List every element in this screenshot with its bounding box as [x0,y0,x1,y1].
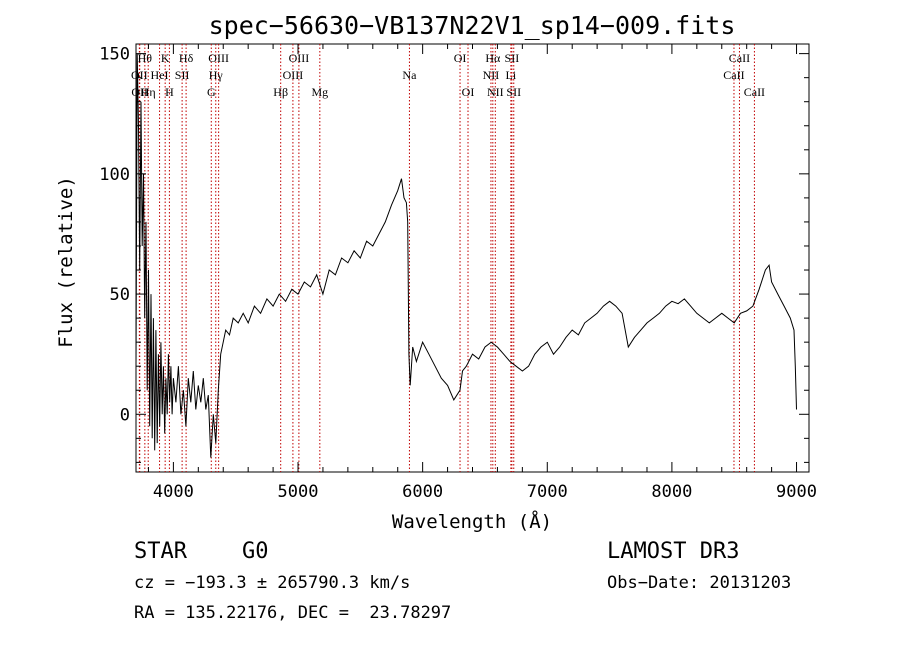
line-marker-label: OIII [208,51,229,65]
coordinates-readout: RA = 135.22176, DEC = 23.78297 [134,603,452,623]
axis-ticks: 4000 5000 6000 7000 8000 9000 0 50 100 150 [99,44,817,502]
x-tick-label: 6000 [402,482,443,502]
y-axis-label: Flux (relative) [55,176,77,348]
spectrum-series [135,53,797,458]
y-tick-label: 50 [110,285,130,305]
x-tick-label: 7000 [527,482,568,502]
line-marker-label: HeI [151,68,169,82]
line-marker-label: Mg [311,85,328,99]
line-marker-label: CaII [729,51,750,65]
x-axis-label: Wavelength (Å) [392,510,552,533]
line-marker-label: SII [505,51,520,65]
line-marker-label: OII [131,68,148,82]
x-tick-label: 4000 [153,482,194,502]
y-tick-label: 100 [99,165,130,185]
spectrum-line [135,53,797,458]
line-markers [138,44,755,472]
survey-label: LAMOST DR3 [607,539,740,564]
line-marker-label: Hδ [179,51,194,65]
line-marker-labels: OIIOIIHθHηHeIKHSIIHδGHγOIIIHβOIIIOIIIMgN… [131,51,765,99]
line-marker-label: Hα [485,51,501,65]
redshift-readout: cz = −193.3 ± 265790.3 km/s [134,573,411,593]
line-marker-label: Li [506,68,517,82]
line-marker-label: H [165,85,174,99]
line-marker-label: Hθ [138,51,153,65]
line-marker-label: OIII [289,51,310,65]
obs-date-readout: Obs−Date: 20131203 [607,573,792,593]
line-marker-label: NII [483,68,500,82]
classification-label: STAR [134,539,187,564]
line-marker-label: SII [506,85,521,99]
line-marker-label: CaII [723,68,744,82]
x-tick-label: 5000 [278,482,319,502]
line-marker-label: K [161,51,170,65]
line-marker-label: OI [462,85,475,99]
y-tick-label: 0 [120,405,130,425]
line-marker-label: CaII [744,85,765,99]
line-marker-label: Hβ [273,85,288,99]
y-tick-label: 150 [99,45,130,65]
line-marker-label: OII [131,85,148,99]
subclass-label: G0 [242,539,269,564]
line-marker-label: Hη [141,85,156,99]
line-marker-label: G [207,85,216,99]
line-marker-label: Na [402,68,417,82]
chart-title: spec−56630−VB137N22V1_sp14−009.fits [209,11,736,40]
line-marker-label: OI [454,51,467,65]
x-tick-label: 9000 [776,482,817,502]
line-marker-label: NII [487,85,504,99]
line-marker-label: SII [175,68,190,82]
x-tick-label: 8000 [651,482,692,502]
line-marker-label: OIII [283,68,304,82]
plot-frame [135,43,810,473]
line-marker-label: Hγ [209,68,224,82]
